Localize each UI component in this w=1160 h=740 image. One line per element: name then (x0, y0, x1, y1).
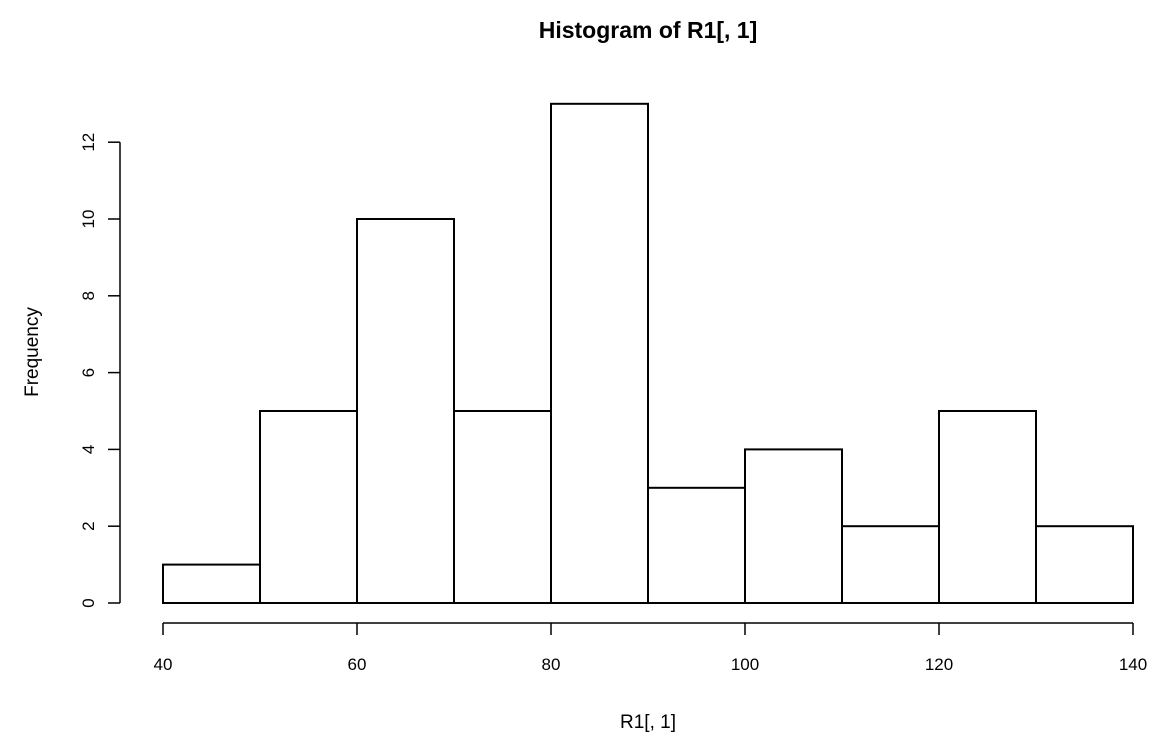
histogram-bar (1035, 525, 1134, 605)
x-tick-label: 100 (731, 655, 759, 674)
x-tick-label: 120 (925, 655, 953, 674)
histogram-bar (259, 410, 358, 604)
y-tick-label: 4 (79, 445, 98, 454)
y-tick-label: 8 (79, 291, 98, 300)
y-axis: 0 2 4 6 8 10 12 (79, 133, 121, 608)
y-axis-label: Frequency (22, 307, 43, 397)
x-tick-label: 140 (1119, 655, 1147, 674)
histogram-bar (356, 218, 455, 604)
histogram-bar (550, 102, 649, 605)
y-tick-label: 0 (79, 598, 98, 607)
y-tick-label: 2 (79, 521, 98, 530)
y-tick-label: 12 (79, 133, 98, 152)
x-tick-label: 80 (542, 655, 561, 674)
chart-title: Histogram of R1[, 1] (539, 17, 758, 43)
x-axis-label: R1[, 1] (620, 712, 676, 733)
histogram-bar (841, 525, 940, 605)
histogram-bar (647, 486, 746, 604)
histogram-bar (744, 448, 843, 604)
histogram-bar (453, 410, 552, 604)
x-tick-label: 60 (348, 655, 367, 674)
x-tick-label: 40 (154, 655, 173, 674)
y-tick-label: 10 (79, 210, 98, 229)
bars-group (162, 102, 1134, 605)
histogram-bar (162, 563, 261, 604)
histogram-bar (938, 410, 1037, 604)
x-axis: 40 60 80 100 120 140 (154, 622, 1147, 674)
y-tick-label: 6 (79, 368, 98, 377)
